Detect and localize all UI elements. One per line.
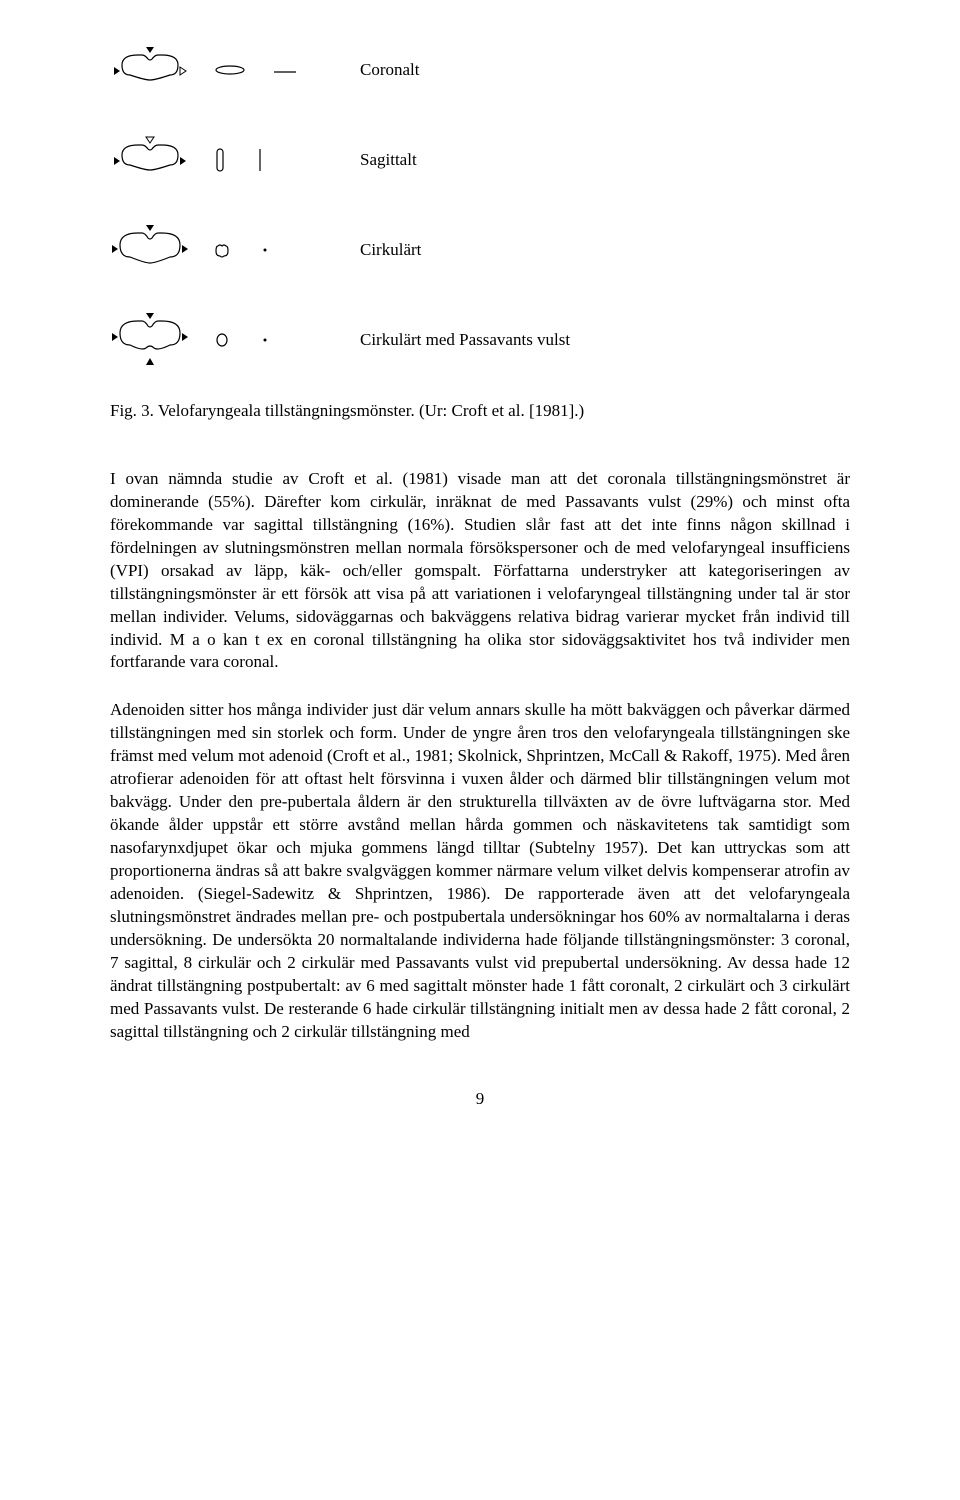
dot-icon <box>255 240 275 260</box>
vertical-line-icon <box>250 145 270 175</box>
figure-row-coronalt: Coronalt <box>110 40 850 100</box>
figure-row-passavant: Cirkulärt med Passavants vulst <box>110 310 850 370</box>
small-oval-icon <box>210 328 235 353</box>
velum-shape-icon <box>110 45 190 95</box>
small-oval-icon <box>210 238 235 263</box>
body-paragraph-2: Adenoiden sitter hos många individer jus… <box>110 699 850 1043</box>
figure-caption: Fig. 3. Velofaryngeala tillstängningsmön… <box>110 400 850 423</box>
figure-row-cirkulart: Cirkulärt <box>110 220 850 280</box>
dot-icon <box>255 330 275 350</box>
diagram-cirkulart <box>110 225 360 275</box>
line-icon <box>270 60 300 80</box>
figure-label: Cirkulärt med Passavants vulst <box>360 329 850 352</box>
page-number: 9 <box>110 1088 850 1111</box>
velum-shape-icon <box>110 135 190 185</box>
velum-shape-icon <box>110 225 190 275</box>
figure-row-sagittalt: Sagittalt <box>110 130 850 190</box>
vertical-slit-icon <box>210 145 230 175</box>
diagram-passavant <box>110 313 360 368</box>
velum-shape-icon <box>110 313 190 368</box>
diagram-sagittalt <box>110 135 360 185</box>
figure-label: Sagittalt <box>360 149 850 172</box>
diagram-coronalt <box>110 45 360 95</box>
figure-label: Coronalt <box>360 59 850 82</box>
slit-icon <box>210 60 250 80</box>
figure-label: Cirkulärt <box>360 239 850 262</box>
figure-closure-patterns: Coronalt Sagittalt <box>110 40 850 423</box>
body-paragraph-1: I ovan nämnda studie av Croft et al. (19… <box>110 468 850 674</box>
